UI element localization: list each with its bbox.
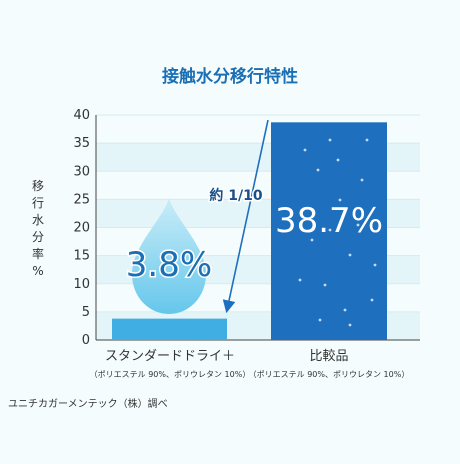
y-tick-label: 40	[73, 108, 90, 123]
splash-speck	[328, 228, 332, 232]
value-label: 38.7%	[275, 201, 383, 241]
splash-speck	[348, 323, 352, 327]
x-tick-labels: スタンダードドライ＋ （ポリエステル 90%、ポリウレタン 10%） 比較品 （ポリエ…	[90, 349, 410, 379]
splash-speck	[348, 253, 352, 257]
value-labels: 3.8% 38.7%	[124, 201, 383, 287]
splash-speck	[303, 148, 307, 152]
chart-title: 接触水分移行特性	[162, 66, 298, 87]
splash-speck	[373, 263, 377, 267]
y-axis-label-char: 行	[32, 196, 44, 210]
source-note: ユニチカガーメンテック（株）調べ	[8, 397, 168, 410]
splash-speck	[298, 278, 302, 282]
splash-speck	[323, 283, 327, 287]
x-tick-note: （ポリエステル 90%、ポリウレタン 10%）	[249, 370, 410, 379]
splash-speck	[328, 138, 332, 142]
splash-speck	[370, 298, 374, 302]
bar-2	[271, 122, 387, 340]
y-tick-label: 0	[82, 333, 90, 348]
y-tick-label: 20	[73, 221, 90, 236]
splash-speck	[343, 308, 347, 312]
y-axis-label-char: 移	[32, 179, 44, 193]
splash-speck	[316, 168, 320, 172]
bar-1	[112, 318, 227, 340]
y-axis-label-char: 水	[32, 213, 44, 227]
x-tick-label: 比較品	[309, 349, 348, 364]
x-tick-label: スタンダードドライ＋	[105, 349, 235, 364]
y-tick-label: 15	[73, 249, 90, 264]
splash-speck	[365, 138, 369, 142]
y-tick-labels: 0 5 10 15 20 25 30 35 40	[73, 108, 90, 348]
y-tick-label: 25	[73, 192, 90, 207]
splash-speck	[336, 158, 340, 162]
water-splash-decoration	[298, 138, 377, 327]
y-tick-label: 35	[73, 136, 90, 151]
splash-speck	[310, 238, 314, 242]
y-tick-label: 5	[82, 305, 90, 320]
y-axis-label-char: 分	[32, 230, 44, 244]
bars	[112, 122, 387, 340]
y-tick-label: 30	[73, 164, 90, 179]
splash-speck	[360, 178, 364, 182]
ratio-annotation: 約 1/10	[209, 187, 262, 204]
ratio-arrow	[222, 119, 269, 314]
y-axis-label-char: 率	[32, 246, 44, 261]
splash-speck	[338, 198, 342, 202]
y-axis-label-char: %	[32, 264, 43, 278]
water-drop-icon	[132, 198, 206, 314]
value-label: 3.8%	[126, 245, 212, 285]
x-tick-note: （ポリエステル 90%、ポリウレタン 10%）	[90, 370, 251, 379]
y-tick-label: 10	[73, 277, 90, 292]
splash-speck	[318, 318, 322, 322]
splash-speck	[356, 223, 360, 227]
